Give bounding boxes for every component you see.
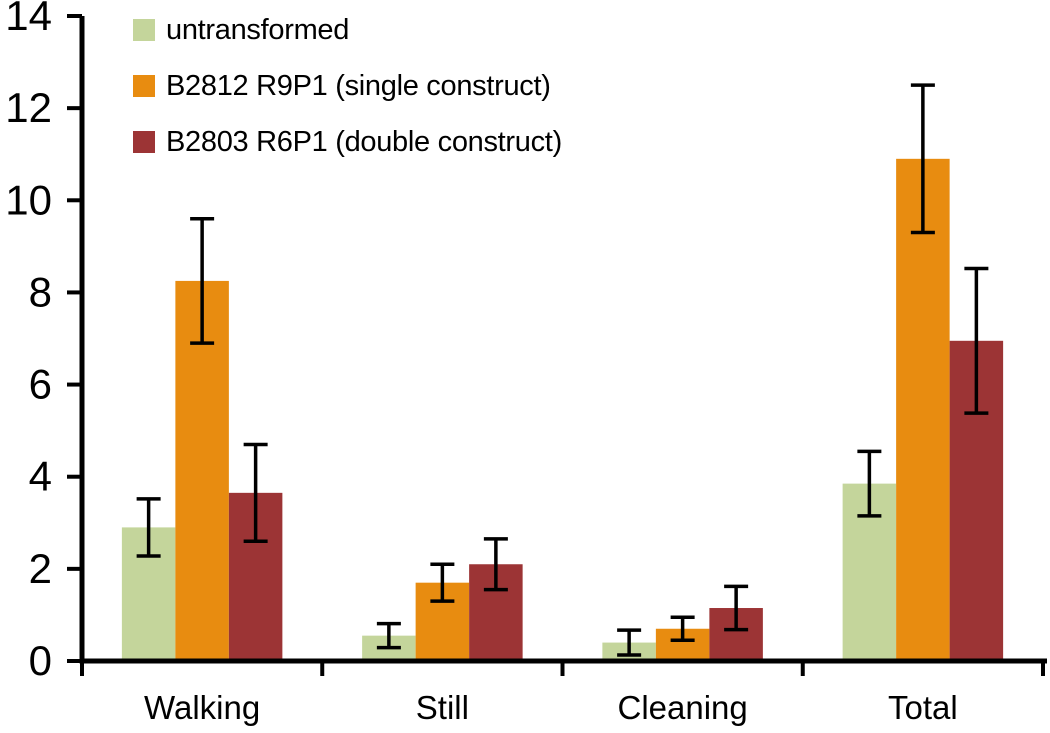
y-axis-tick-label: 8 (29, 268, 52, 315)
y-axis-tick-label: 0 (29, 637, 52, 684)
y-axis-tick-label: 10 (5, 176, 52, 223)
y-axis-tick-label: 12 (5, 84, 52, 131)
y-axis-tick-label: 14 (5, 0, 52, 39)
y-axis-tick-label: 6 (29, 361, 52, 408)
x-axis-category-label: Still (416, 689, 469, 726)
legend-swatch-double-construct (133, 131, 155, 153)
x-axis-category-label: Walking (144, 689, 260, 726)
y-axis-tick-label: 4 (29, 453, 52, 500)
x-axis-category-label: Cleaning (617, 689, 747, 726)
legend-label-single-construct: B2812 R9P1 (single construct) (166, 70, 551, 102)
y-axis-tick-label: 2 (29, 545, 52, 592)
legend-swatch-untransformed (133, 19, 155, 41)
x-axis-category-label: Total (888, 689, 958, 726)
legend-label-untransformed: untransformed (166, 14, 350, 46)
legend-item-untransformed: untransformed (133, 14, 562, 46)
bar-series1-total (896, 158, 950, 662)
legend-item-single-construct: B2812 R9P1 (single construct) (133, 70, 562, 102)
legend-label-double-construct: B2803 R6P1 (double construct) (166, 126, 562, 158)
legend-swatch-single-construct (133, 75, 155, 97)
chart-legend: untransformed B2812 R9P1 (single constru… (133, 14, 562, 158)
legend-item-double-construct: B2803 R6P1 (double construct) (133, 126, 562, 158)
